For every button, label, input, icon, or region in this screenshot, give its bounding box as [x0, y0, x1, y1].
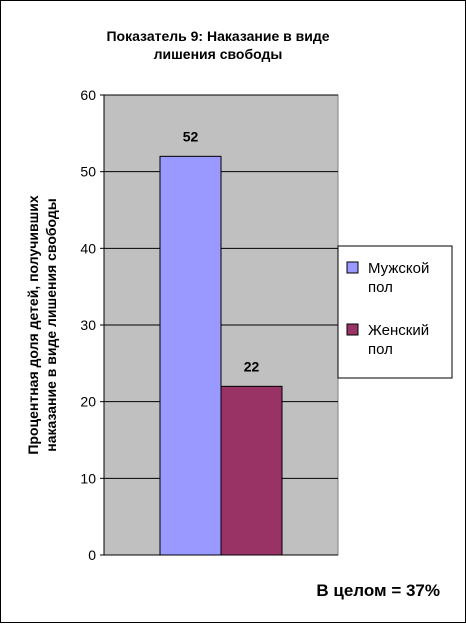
y-axis: 0 10 20 30 40 50 60: [80, 87, 338, 563]
legend-swatch-male: [346, 261, 359, 274]
y-tick-label: 10: [80, 470, 96, 486]
legend-label-female-line-1: Женский: [368, 322, 429, 339]
y-tick-label: 60: [80, 87, 96, 103]
y-axis-label-line-2: наказание в виде лишения свободы: [43, 198, 59, 451]
y-tick-label: 30: [80, 317, 96, 333]
chart-title-line-1: Показатель 9: Наказание в виде: [106, 28, 329, 44]
chart-title-line-2: лишения свободы: [154, 46, 283, 62]
y-axis-label-line-1: Процентная доля детей, получивших: [25, 195, 41, 455]
bar-female: [220, 385, 283, 556]
y-tick-label: 20: [80, 394, 96, 410]
legend-label-male-line-2: пол: [368, 279, 393, 296]
y-tick-label: 40: [80, 240, 96, 256]
y-tick-label: 0: [88, 547, 96, 563]
overall-annotation: В целом = 37%: [316, 581, 440, 600]
bar-male: [159, 155, 222, 556]
bars: 52 22: [159, 128, 283, 556]
y-tick-label: 50: [80, 164, 96, 180]
bar-data-label: 52: [183, 128, 199, 144]
legend-label-male-line-1: Мужской: [368, 260, 429, 277]
bar-data-label: 22: [244, 358, 260, 374]
legend-swatch-female: [346, 323, 359, 336]
legend-label-female-line-2: пол: [368, 341, 393, 358]
